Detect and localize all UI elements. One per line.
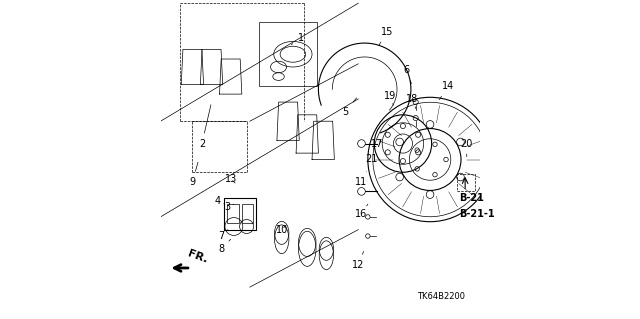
Text: FR.: FR. [186, 249, 209, 265]
Bar [259, 22, 317, 86]
Text: 9: 9 [189, 162, 198, 187]
Text: 10: 10 [276, 225, 288, 235]
Text: 19: 19 [384, 91, 396, 105]
Text: 2: 2 [199, 105, 211, 149]
Text: 21: 21 [365, 147, 377, 165]
Text: 3: 3 [225, 202, 234, 212]
Text: 18: 18 [406, 94, 419, 108]
Text: TK64B2200: TK64B2200 [417, 292, 465, 301]
Text: 4: 4 [215, 196, 224, 206]
Text: 13: 13 [225, 174, 237, 184]
Text: 7: 7 [218, 230, 227, 241]
Bar [227, 204, 239, 223]
Text: 1: 1 [291, 33, 304, 45]
Text: 6: 6 [403, 65, 412, 84]
Text: 5: 5 [342, 98, 356, 117]
Text: 8: 8 [218, 239, 230, 254]
Text: 14: 14 [440, 81, 454, 100]
Text: 15: 15 [379, 27, 393, 46]
Circle shape [358, 188, 365, 195]
Text: B-21-1: B-21-1 [459, 209, 494, 219]
Bar [224, 198, 256, 230]
Bar [457, 174, 475, 191]
Text: 12: 12 [352, 251, 364, 270]
Bar [242, 204, 253, 223]
Text: 17: 17 [371, 138, 383, 149]
Text: B-21: B-21 [459, 193, 484, 203]
Text: 11: 11 [355, 172, 367, 187]
Text: 20: 20 [461, 138, 473, 157]
Circle shape [358, 140, 365, 147]
Text: 16: 16 [355, 204, 368, 219]
